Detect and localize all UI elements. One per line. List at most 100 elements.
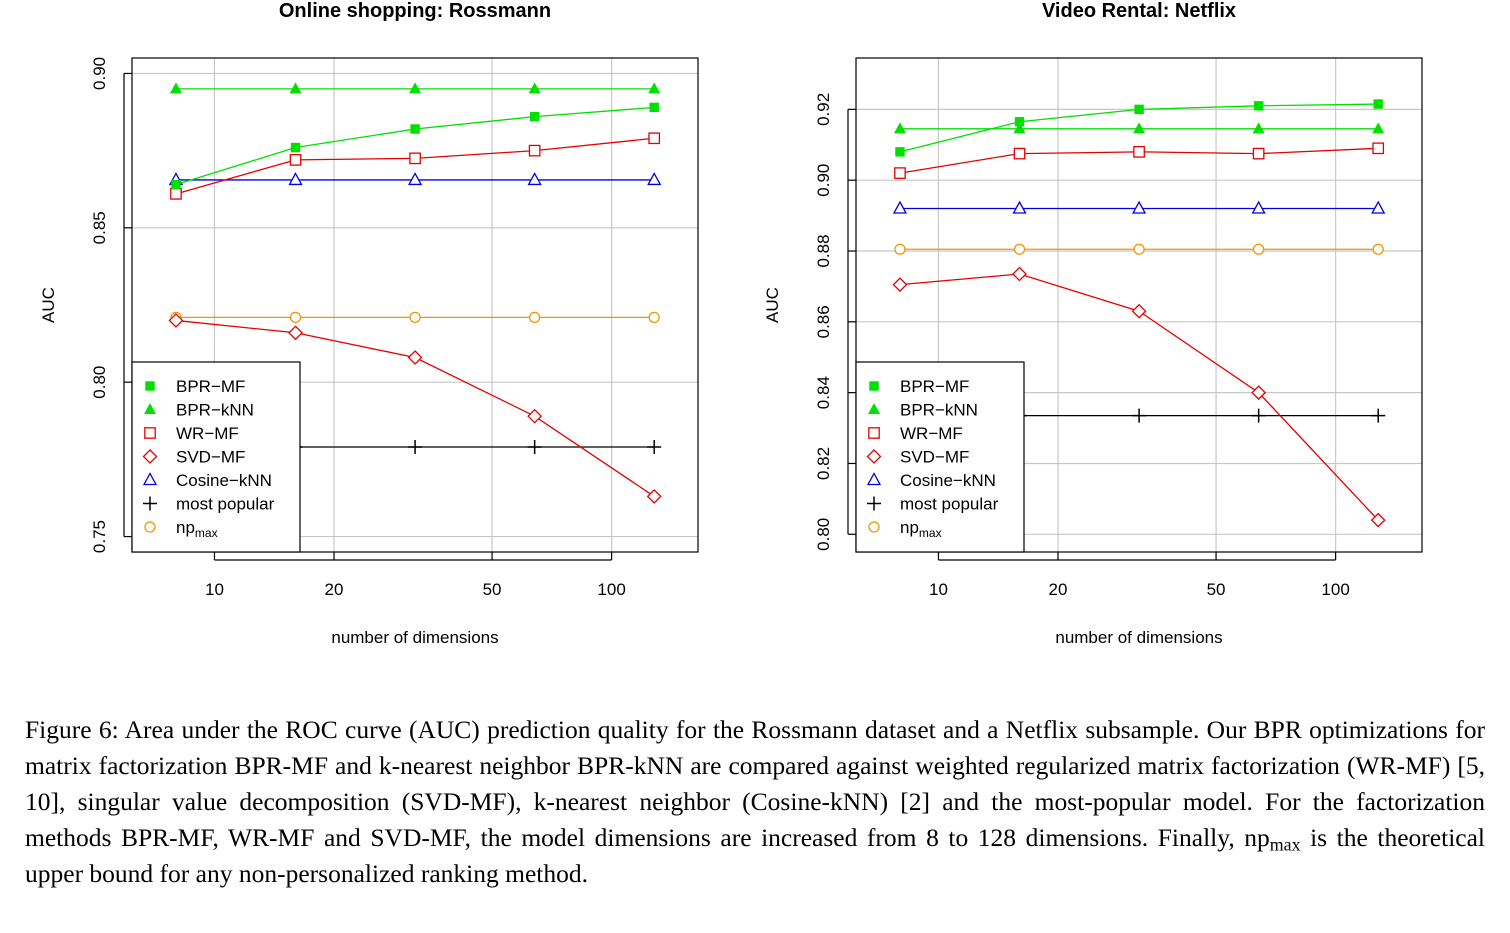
legend-label: WR−MF bbox=[900, 424, 963, 443]
data-point bbox=[647, 440, 662, 455]
data-point bbox=[1253, 101, 1264, 111]
data-point bbox=[288, 325, 303, 341]
figure-charts: Online shopping: Rossmann 10 20 50 100 0.75 0.… bbox=[39, 0, 1423, 647]
data-point bbox=[1134, 104, 1144, 115]
series-np bbox=[894, 243, 1384, 255]
data-point bbox=[892, 277, 908, 293]
legend-marker bbox=[869, 381, 879, 391]
data-point bbox=[1012, 200, 1027, 214]
series-svd-mf bbox=[892, 266, 1386, 528]
legend: BPR−MF BPR−kNN WR−MF SVD−MF Cosine−kNN most p… bbox=[131, 361, 301, 553]
x-tick-label: 10 bbox=[929, 580, 948, 599]
data-point bbox=[1012, 266, 1027, 282]
data-point bbox=[290, 142, 301, 153]
legend-marker bbox=[144, 403, 156, 414]
legend-box bbox=[855, 361, 1025, 553]
legend-marker bbox=[867, 496, 881, 511]
data-point bbox=[528, 144, 541, 157]
plot-frame bbox=[855, 57, 1423, 553]
x-tick-label: 20 bbox=[325, 580, 344, 599]
legend-marker bbox=[143, 496, 157, 511]
data-point bbox=[527, 172, 542, 186]
series-bpr-mf bbox=[895, 99, 1383, 157]
x-tick-label: 100 bbox=[1321, 580, 1349, 599]
caption-subscript: max bbox=[1269, 834, 1301, 855]
data-point bbox=[170, 187, 182, 200]
y-tick-label: 0.92 bbox=[814, 93, 833, 126]
data-point bbox=[410, 124, 420, 134]
data-point bbox=[529, 111, 540, 122]
data-point bbox=[647, 172, 662, 186]
data-point bbox=[171, 179, 181, 190]
data-point bbox=[1251, 385, 1267, 401]
data-point bbox=[1131, 200, 1147, 214]
y-tick-label: 0.80 bbox=[814, 518, 833, 551]
data-point bbox=[1371, 200, 1386, 214]
x-tick-label: 50 bbox=[1207, 580, 1226, 599]
data-point bbox=[1013, 122, 1026, 134]
chart-title: Video Rental: Netflix bbox=[1042, 0, 1236, 22]
data-point bbox=[646, 489, 662, 504]
caption-label: Figure 6: bbox=[25, 715, 119, 744]
data-point bbox=[1014, 117, 1025, 127]
data-point bbox=[407, 350, 423, 365]
series-line bbox=[175, 137, 655, 195]
data-point bbox=[289, 154, 302, 166]
legend-label: BPR−MF bbox=[900, 377, 969, 396]
data-point bbox=[289, 82, 302, 94]
legend-marker bbox=[868, 427, 880, 439]
y-tick-label: 0.85 bbox=[90, 211, 109, 244]
chart-netflix: Video Rental: Netflix 10 20 50 100 0.80 0.82 0.… bbox=[763, 0, 1423, 647]
legend-marker bbox=[144, 521, 156, 533]
data-point bbox=[289, 311, 302, 324]
legend-label: BPR−kNN bbox=[176, 401, 254, 420]
legend-label: most popular bbox=[176, 495, 275, 514]
data-point bbox=[407, 172, 423, 186]
legend-marker bbox=[142, 449, 158, 464]
legend-marker bbox=[866, 472, 882, 486]
data-point bbox=[895, 147, 905, 157]
series-wr-mf bbox=[170, 132, 661, 200]
data-point bbox=[1013, 147, 1026, 160]
legend-marker bbox=[145, 381, 155, 391]
x-tick-label: 100 bbox=[597, 580, 625, 599]
legend-marker bbox=[868, 403, 880, 414]
legend-label: SVD−MF bbox=[176, 448, 245, 467]
legend-label: Cosine−kNN bbox=[176, 471, 272, 490]
legend-marker bbox=[868, 521, 880, 533]
data-point bbox=[894, 243, 906, 255]
data-point bbox=[1133, 243, 1145, 255]
legend-label-subscript: max bbox=[919, 526, 942, 540]
data-point bbox=[409, 82, 422, 94]
y-tick-label: 0.90 bbox=[90, 57, 109, 90]
series-svd-mf bbox=[168, 313, 662, 504]
data-point bbox=[1251, 408, 1266, 423]
data-point bbox=[893, 122, 906, 134]
data-point bbox=[528, 311, 541, 324]
legend-label: BPR−MF bbox=[176, 377, 245, 396]
data-point bbox=[409, 152, 421, 165]
x-axis-label: number of dimensions bbox=[331, 628, 498, 647]
caption-text-end: is the theoretical upper bound for any n… bbox=[25, 823, 1485, 888]
y-axis-label: AUC bbox=[763, 287, 782, 323]
data-point bbox=[894, 167, 906, 179]
legend-label-subscript: max bbox=[195, 526, 218, 540]
data-point bbox=[648, 311, 660, 324]
data-point bbox=[1133, 122, 1146, 134]
series-bpr-knn bbox=[169, 82, 661, 94]
series-bpr-mf bbox=[171, 102, 659, 190]
legend-marker bbox=[144, 427, 156, 439]
data-point bbox=[1372, 142, 1385, 155]
data-point bbox=[408, 440, 423, 455]
data-point bbox=[1132, 408, 1147, 423]
data-point bbox=[1372, 243, 1384, 255]
legend-marker bbox=[866, 449, 882, 464]
data-point bbox=[527, 408, 543, 424]
legend-label: Cosine−kNN bbox=[900, 471, 996, 490]
data-point bbox=[1251, 200, 1266, 214]
data-point bbox=[1131, 303, 1147, 319]
data-point bbox=[288, 172, 303, 186]
data-point bbox=[1372, 122, 1385, 134]
legend-label: WR−MF bbox=[176, 424, 239, 443]
legend-box bbox=[131, 361, 301, 553]
